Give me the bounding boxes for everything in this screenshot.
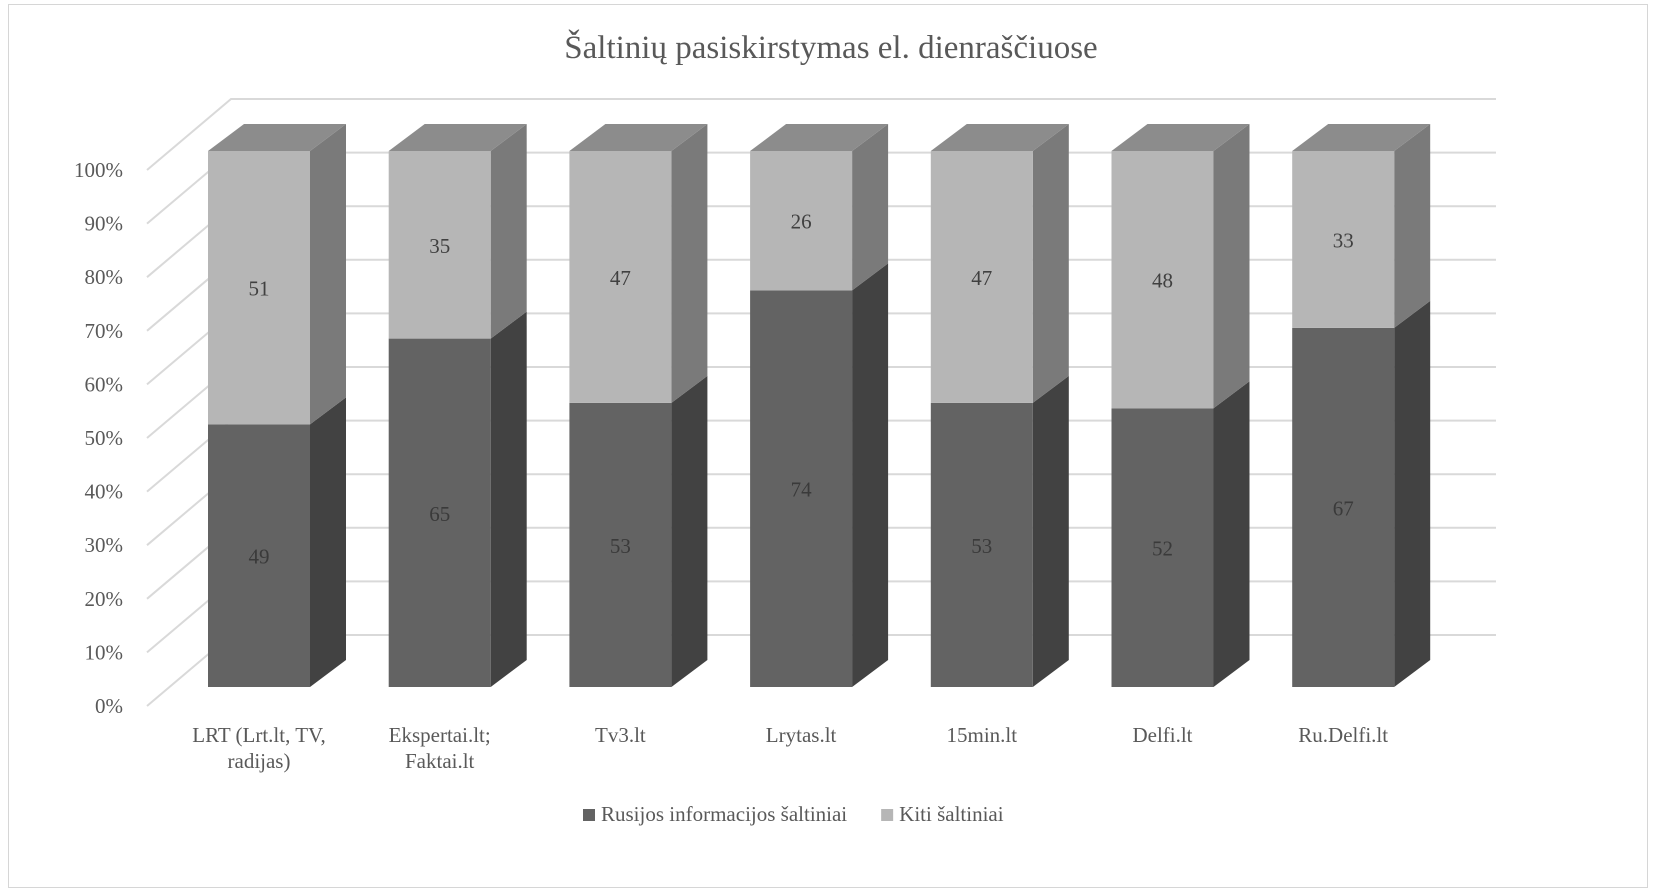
bar-segment-russian-sources: [208, 424, 310, 687]
y-tick-label: 90%: [85, 212, 124, 236]
bar-segment-russian-sources: [1111, 408, 1214, 687]
data-label: 48: [1152, 269, 1173, 293]
y-tick-label: 20%: [85, 587, 124, 611]
bar-segment-other-sources: [1111, 151, 1214, 409]
bar-segment-russian-sources-side: [1394, 300, 1431, 687]
bar-segment-russian-sources: [569, 402, 672, 687]
bar-top-face: [1111, 124, 1250, 151]
legend-swatch: [881, 809, 894, 821]
data-label: 26: [791, 210, 812, 234]
bar-top-face: [750, 124, 889, 151]
legend-swatch: [583, 809, 595, 821]
bar-segment-russian-sources-side: [1213, 381, 1250, 687]
x-category-label: 15min.lt: [947, 723, 1018, 747]
bar-top-face: [569, 124, 708, 151]
bar-segment-other-sources-side: [1032, 124, 1069, 403]
bar-segment-russian-sources-side: [490, 311, 527, 687]
stacked-bar-chart: 0% 10% 20% 30% 40% 50% 60% 70% 80% 90% 100% 49 51 LRT…: [74, 28, 1496, 826]
data-label: 51: [249, 277, 270, 301]
chart-title: Šaltinių pasiskirstymas el. dienraščiuos…: [564, 28, 1097, 66]
x-category-label: Delfi.lt: [1132, 723, 1192, 747]
y-tick-label: 60%: [85, 372, 124, 396]
y-tick-label: 70%: [85, 319, 124, 343]
bar-top-face: [388, 124, 527, 151]
bar-segment-russian-sources-side: [671, 375, 708, 687]
x-category-label: Lrytas.lt: [766, 723, 837, 747]
gridline: [146, 98, 1496, 171]
bar-segment-russian-sources: [1292, 327, 1395, 687]
y-tick-label: 30%: [85, 533, 124, 557]
y-tick-label: 50%: [85, 426, 124, 450]
legend-label: Rusijos informacijos šaltiniai: [601, 802, 847, 826]
bar-segment-other-sources-side: [1213, 124, 1250, 409]
bar-top-face: [1292, 124, 1431, 151]
bar-segment-other-sources: [930, 151, 1033, 403]
bar-segment-other-sources: [1292, 151, 1395, 328]
bar-segment-other-sources: [388, 151, 491, 339]
bar-top-face: [208, 124, 346, 151]
bar-segment-other-sources-side: [1394, 124, 1431, 328]
data-label: 49: [249, 545, 270, 569]
x-category-label: LRT (Lrt.lt, TV, radijas): [192, 723, 326, 773]
bar-segment-other-sources-side: [671, 124, 708, 403]
bar-segment-russian-sources-side: [310, 397, 346, 687]
data-label: 53: [610, 534, 631, 558]
bar-segment-other-sources: [208, 151, 310, 425]
bar-segment-russian-sources: [750, 290, 853, 687]
bar-segment-russian-sources-side: [852, 263, 889, 687]
data-label: 74: [791, 478, 813, 502]
bar-segment-other-sources: [569, 151, 672, 403]
data-label: 47: [971, 266, 992, 290]
data-label: 47: [610, 266, 631, 290]
data-label: 67: [1333, 496, 1354, 520]
data-label: 53: [971, 534, 992, 558]
data-label: 35: [429, 234, 450, 258]
bar-segment-other-sources: [750, 151, 853, 291]
y-tick-label: 10%: [85, 640, 124, 664]
data-label: 65: [429, 502, 450, 526]
y-tick-label: 0%: [95, 694, 123, 718]
bar-segment-russian-sources-side: [1032, 375, 1069, 687]
chart-frame: 0% 10% 20% 30% 40% 50% 60% 70% 80% 90% 100% 49 51 LRT…: [8, 4, 1648, 888]
bar-segment-russian-sources: [388, 338, 491, 687]
data-label: 33: [1333, 228, 1354, 252]
bars-layer: [208, 124, 1431, 687]
x-category-label: Ekspertai.lt; Faktai.lt: [389, 723, 491, 773]
bar-segment-russian-sources: [930, 402, 1033, 687]
labels-layer: 0% 10% 20% 30% 40% 50% 60% 70% 80% 90% 100% 49 51 LRT…: [74, 158, 1388, 826]
legend: Rusijos informacijos šaltiniai Kiti šalti…: [583, 802, 1004, 826]
bar-segment-other-sources-side: [490, 124, 527, 339]
bar-top-face: [930, 124, 1069, 151]
x-category-label: Tv3.lt: [595, 723, 646, 747]
y-tick-label: 40%: [85, 480, 124, 504]
bar-segment-other-sources-side: [310, 124, 346, 425]
data-label: 52: [1152, 537, 1173, 561]
legend-label: Kiti šaltiniai: [899, 802, 1004, 826]
bar-segment-other-sources-side: [852, 124, 889, 291]
x-category-label: Ru.Delfi.lt: [1298, 723, 1388, 747]
y-tick-label: 100%: [74, 158, 123, 182]
y-tick-label: 80%: [85, 265, 124, 289]
